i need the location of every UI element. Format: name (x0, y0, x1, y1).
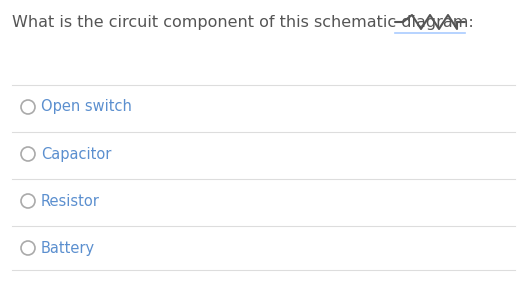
Text: Open switch: Open switch (41, 99, 132, 115)
Text: Resistor: Resistor (41, 194, 100, 208)
Text: Battery: Battery (41, 241, 95, 255)
Text: What is the circuit component of this schematic diagram:: What is the circuit component of this sc… (12, 15, 479, 29)
Text: Capacitor: Capacitor (41, 146, 111, 162)
